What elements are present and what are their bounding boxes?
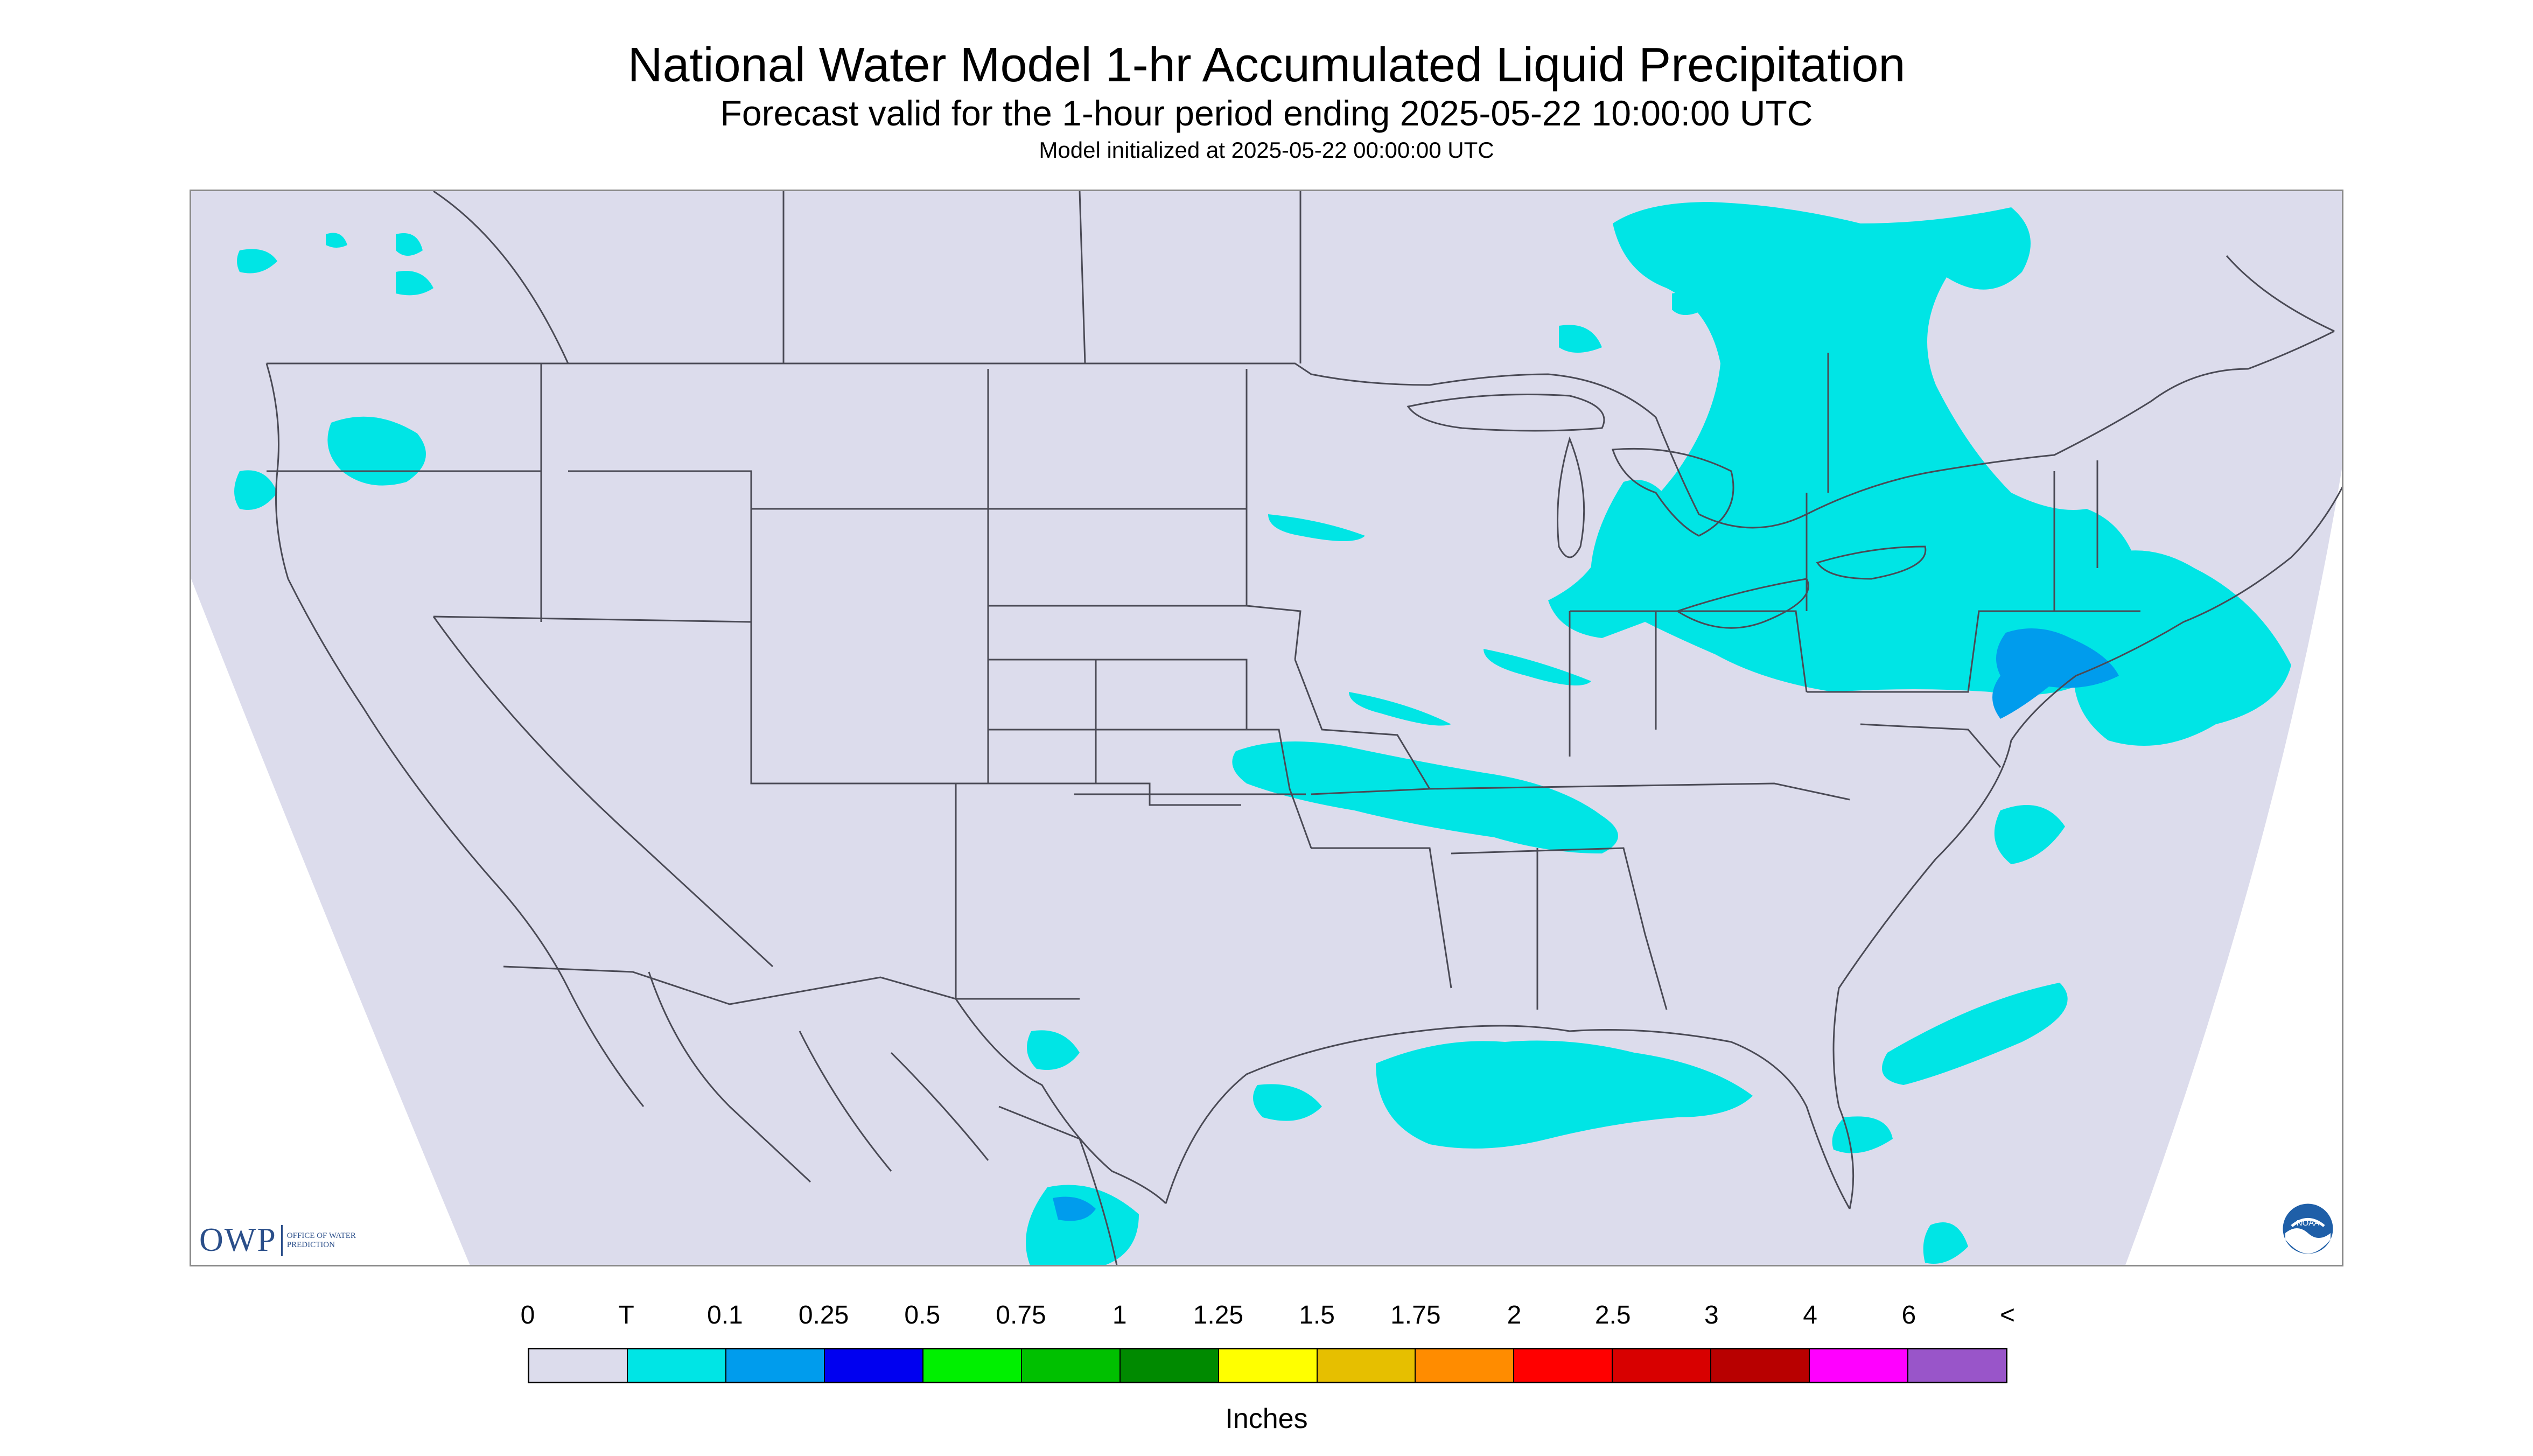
political-boundaries <box>265 191 2342 1265</box>
precip-gulf-coast <box>1376 1040 1753 1149</box>
map-subtitle: Forecast valid for the 1-hour period end… <box>720 93 1813 133</box>
scale-label-2: 0.1 <box>707 1301 743 1329</box>
scale-swatch-2 <box>726 1349 825 1382</box>
scale-label-15: < <box>1999 1301 2016 1329</box>
scale-swatch-0 <box>529 1349 628 1382</box>
gulf-coastline <box>1165 1025 1851 1209</box>
precip-michigan <box>1590 480 1680 607</box>
color-scale-bar <box>528 1348 2007 1383</box>
scale-label-4: 0.5 <box>904 1301 941 1329</box>
noaa-logo: NOAA <box>2281 1202 2335 1256</box>
precip-south-texas-mexico <box>1026 1030 1139 1265</box>
scale-label-8: 1.5 <box>1299 1301 1335 1329</box>
precip-midwest-streaks <box>1268 514 1591 726</box>
owp-logo-divider <box>281 1224 283 1256</box>
scale-label-0: 0 <box>520 1301 535 1329</box>
precip-new-england <box>2072 550 2291 746</box>
scale-swatch-13 <box>1810 1349 1909 1382</box>
precip-canada-west-blobs <box>237 233 433 296</box>
scale-swatch-1 <box>627 1349 726 1382</box>
owp-logo-letters: OWP <box>199 1222 277 1258</box>
precipitation-map <box>190 190 2343 1266</box>
atlantic-coastline <box>1832 486 2342 1209</box>
precip-nyc-core <box>1992 628 2119 719</box>
precip-great-lakes-north <box>1548 202 2140 695</box>
scale-swatch-8 <box>1317 1349 1416 1382</box>
precip-texas-coast <box>1253 1084 1322 1121</box>
scale-label-7: 1.25 <box>1193 1301 1244 1329</box>
scale-swatch-3 <box>824 1349 923 1382</box>
precip-trace-layer <box>234 202 2291 1265</box>
precip-pacific-northwest <box>234 416 426 510</box>
scale-label-6: 1 <box>1112 1301 1127 1329</box>
scale-label-12: 3 <box>1704 1301 1719 1329</box>
precip-midwest-band <box>1232 741 1618 853</box>
noaa-logo-text: NOAA <box>2297 1219 2320 1228</box>
scale-swatch-14 <box>1908 1349 2006 1382</box>
map-canvas <box>191 191 2342 1265</box>
scale-label-11: 2.5 <box>1594 1301 1631 1329</box>
precip-north-ontario <box>1559 292 1704 353</box>
scale-swatch-5 <box>1021 1349 1121 1382</box>
model-init-time: Model initialized at 2025-05-22 00:00:00… <box>1039 137 1494 163</box>
scale-swatch-11 <box>1613 1349 1712 1382</box>
pacific-coastline <box>265 363 645 1107</box>
scale-label-9: 1.75 <box>1390 1301 1441 1329</box>
scale-swatch-12 <box>1711 1349 1810 1382</box>
scale-label-1: T <box>618 1301 634 1329</box>
precip-mexico-core <box>1053 1196 1096 1221</box>
great-lakes-outline <box>1407 394 1927 629</box>
owp-logo: OWP OFFICE OF WATER PREDICTION <box>199 1221 368 1259</box>
precip-atlantic <box>1832 805 2068 1264</box>
scale-swatch-10 <box>1514 1349 1613 1382</box>
scale-swatch-7 <box>1219 1349 1318 1382</box>
scale-swatch-6 <box>1120 1349 1219 1382</box>
color-scale-labels: 0 T 0.1 0.25 0.5 0.75 1 1.25 1.5 1.75 2 2.5 3 4 6 < <box>0 1300 2533 1333</box>
scale-label-14: 6 <box>1901 1301 1916 1329</box>
state-lines-east <box>1311 460 2140 1010</box>
mexico-state-lines <box>648 971 1118 1265</box>
scale-label-13: 4 <box>1803 1301 1817 1329</box>
map-title: National Water Model 1-hr Accumulated Li… <box>627 38 1906 92</box>
scale-swatch-4 <box>923 1349 1022 1382</box>
precip-0-1-layer <box>1053 628 2119 1221</box>
scale-label-10: 2 <box>1507 1301 1522 1329</box>
us-mexico-border <box>503 965 1167 1205</box>
scale-label-3: 0.25 <box>798 1301 849 1329</box>
state-lines-central <box>956 369 1431 1000</box>
owp-logo-text: OFFICE OF WATER PREDICTION <box>286 1231 356 1249</box>
canada-province-lines <box>433 191 2335 493</box>
scale-label-5: 0.75 <box>996 1301 1046 1329</box>
color-scale-units: Inches <box>1225 1403 1308 1434</box>
scale-swatch-9 <box>1416 1349 1515 1382</box>
